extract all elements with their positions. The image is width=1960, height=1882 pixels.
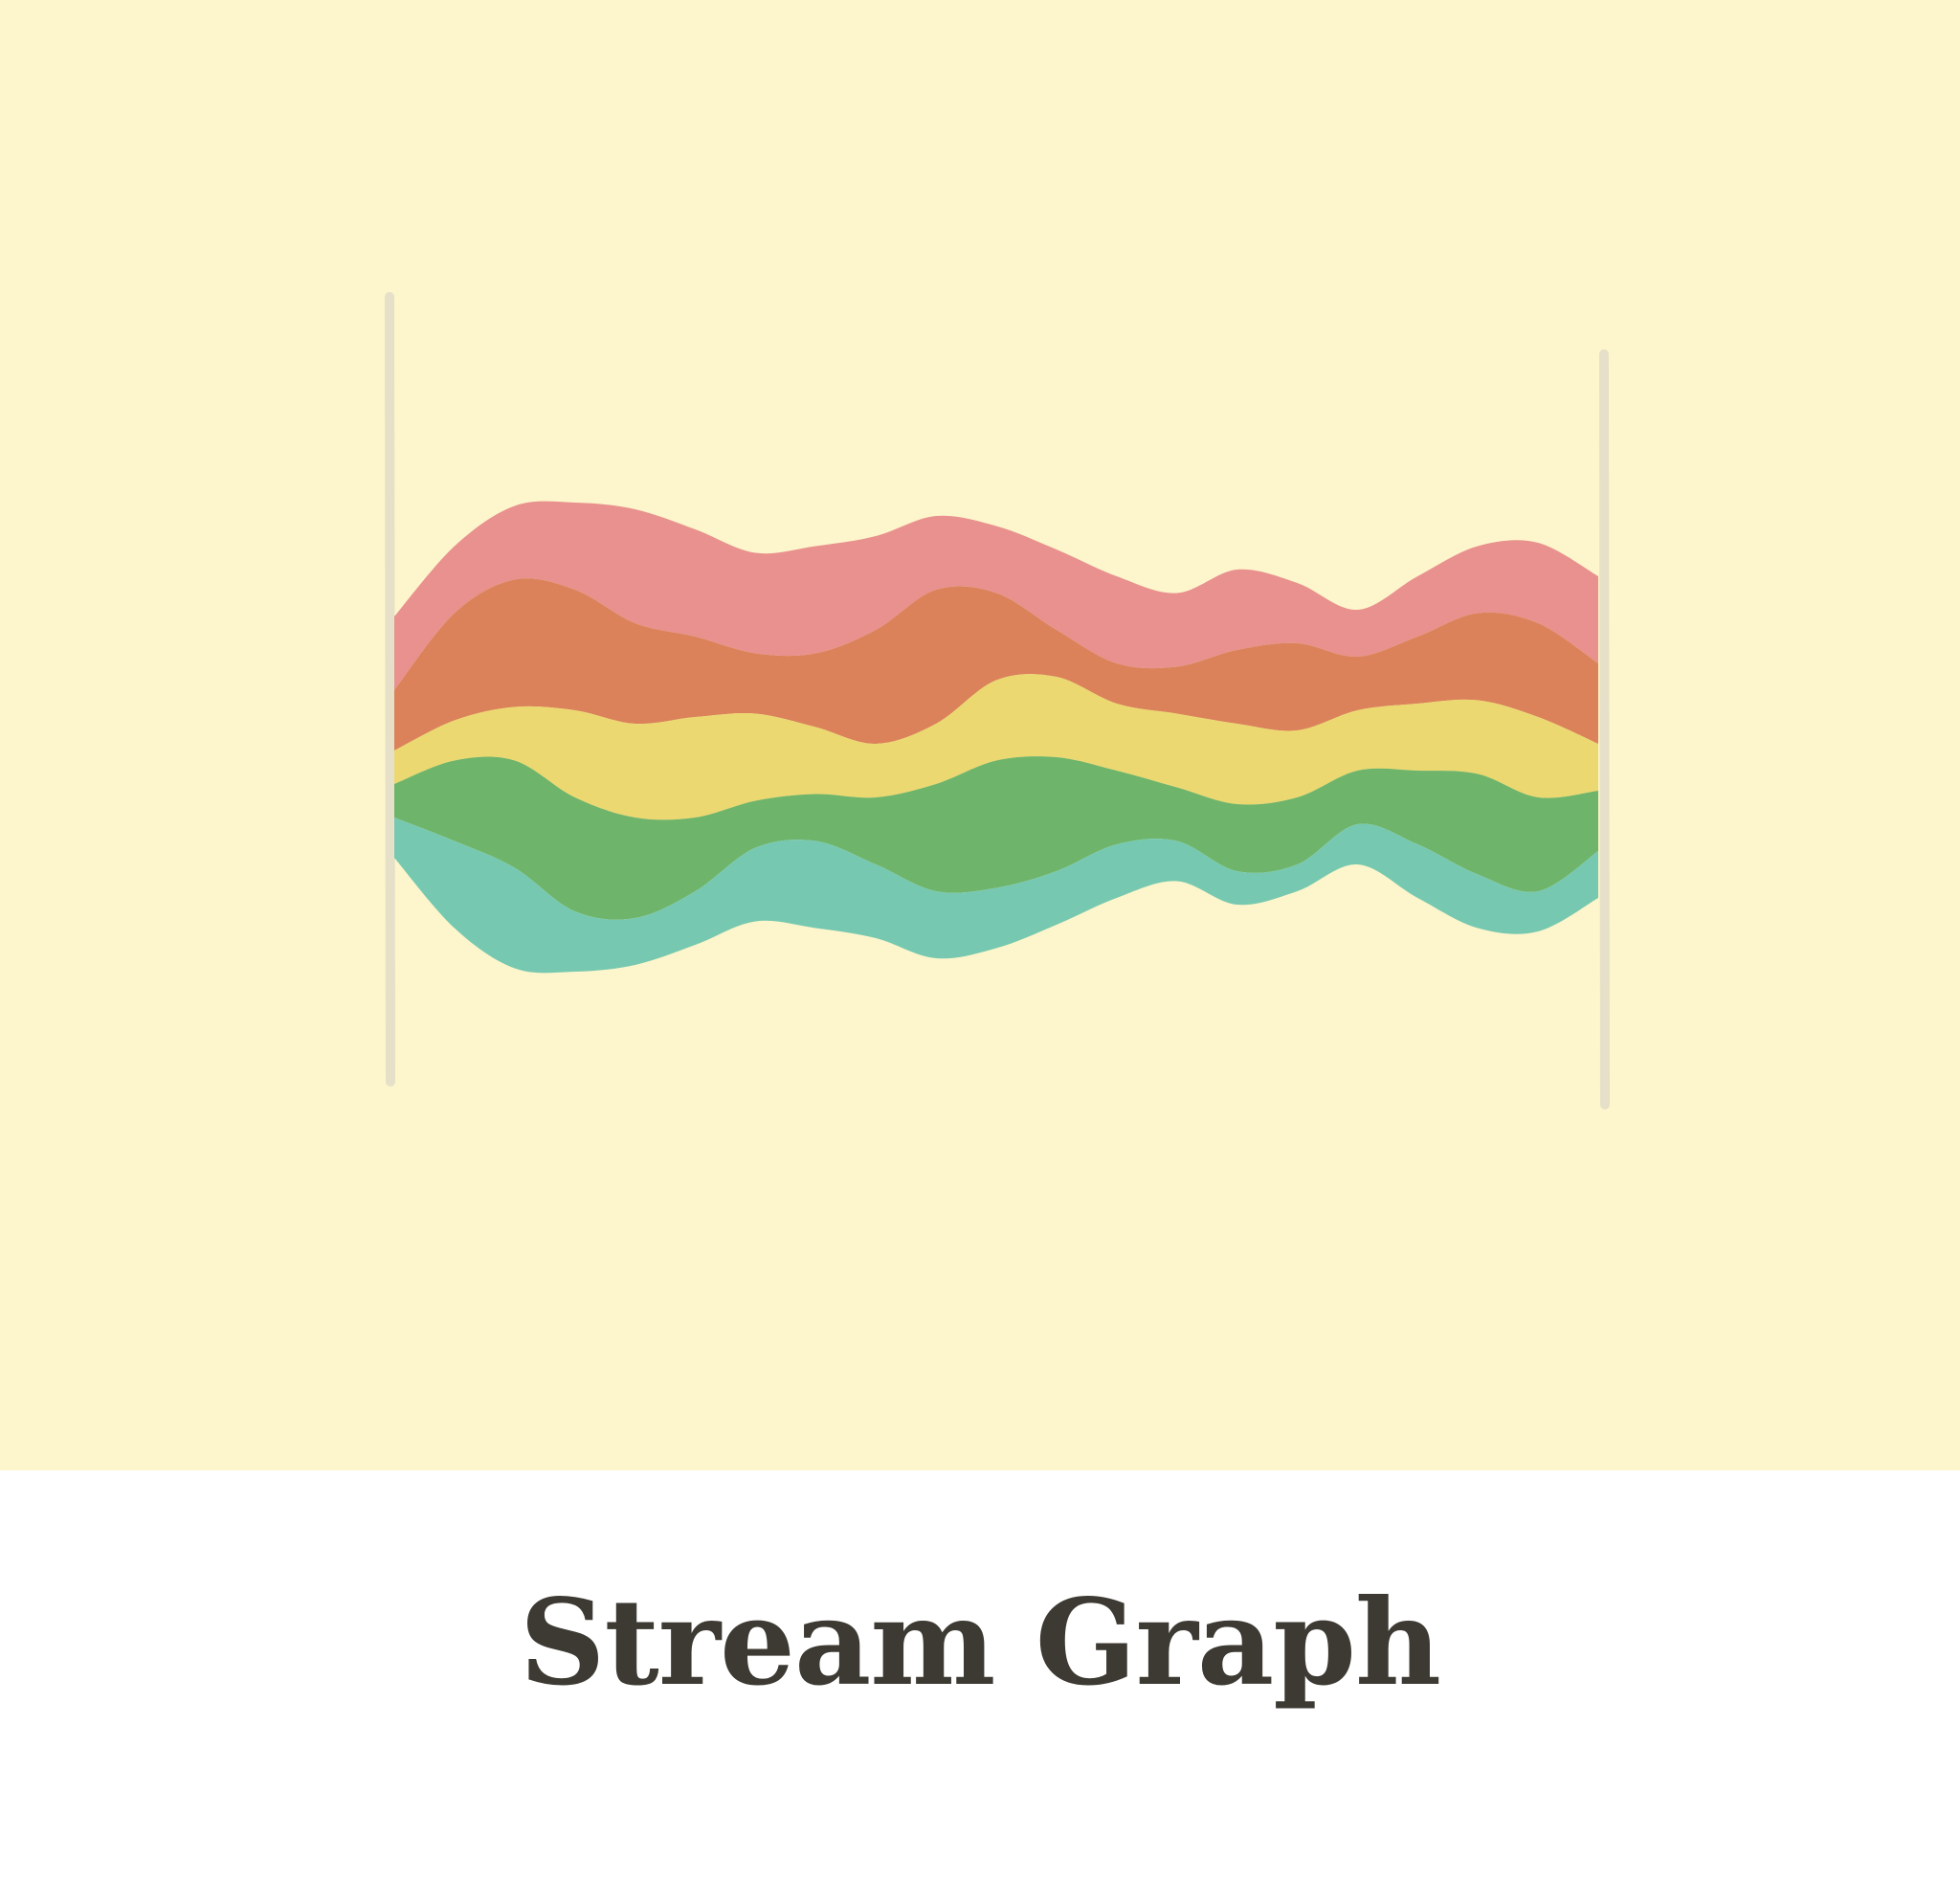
chart-title: Stream Graph xyxy=(519,1574,1441,1713)
stream-layer-3 xyxy=(394,674,1598,820)
stream-layers xyxy=(394,501,1598,974)
chart-panel xyxy=(0,0,1960,1470)
right-axis-line xyxy=(1599,349,1610,1109)
stream-layer-1 xyxy=(394,818,1598,974)
stream-graph xyxy=(385,292,1610,1109)
stream-layer-4 xyxy=(394,578,1598,751)
stream-layer-5 xyxy=(394,501,1598,690)
stream-layer-2 xyxy=(394,756,1598,920)
